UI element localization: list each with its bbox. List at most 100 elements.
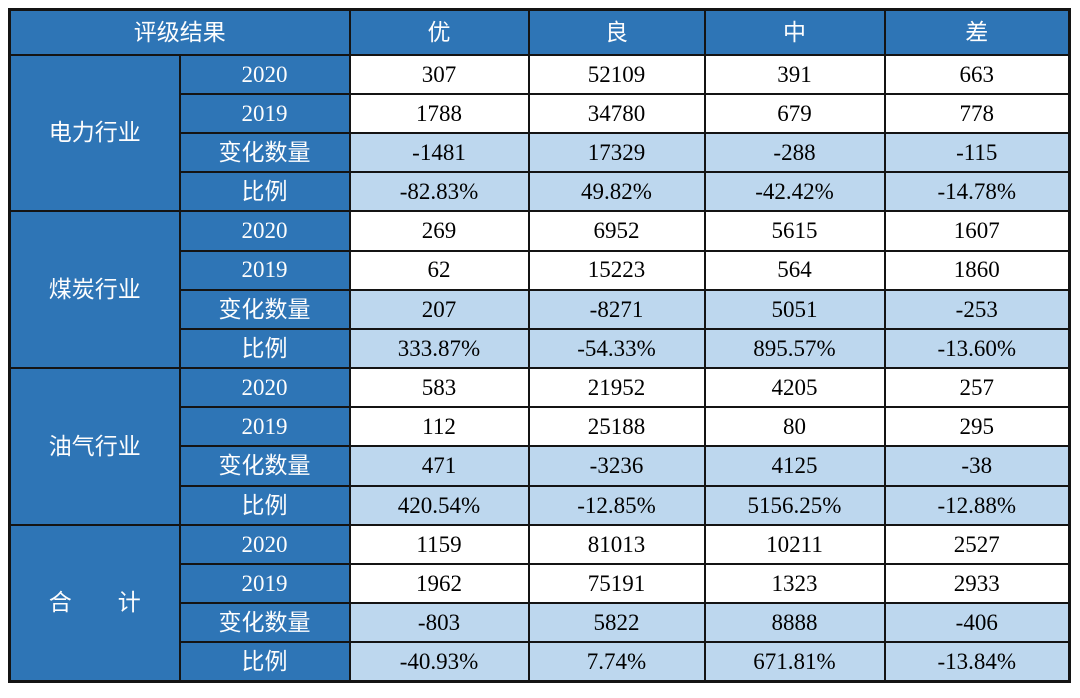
data-cell: 679: [703, 92, 886, 135]
table-row: 2019 112 25188 80 295: [10, 406, 1071, 448]
data-cell: 2933: [883, 562, 1071, 605]
row-label-cell: 变化数量: [178, 288, 351, 330]
data-cell: 671.81%: [703, 641, 886, 683]
data-cell: -13.60%: [883, 327, 1071, 370]
data-cell: -38: [883, 445, 1071, 487]
row-label-cell: 2020: [178, 523, 351, 565]
data-cell: 6952: [527, 210, 706, 252]
data-cell: 1962: [348, 562, 530, 605]
data-cell: 21952: [527, 367, 706, 409]
row-label-cell: 2019: [178, 562, 351, 605]
data-cell: -14.78%: [883, 171, 1071, 213]
row-label-cell: 2019: [178, 249, 351, 291]
data-cell: -13.84%: [883, 641, 1071, 683]
data-cell: -253: [883, 288, 1071, 330]
column-header-good: 良: [527, 8, 706, 56]
row-label-cell: 变化数量: [178, 445, 351, 487]
data-cell: 10211: [703, 523, 886, 565]
row-label-cell: 变化数量: [178, 602, 351, 644]
data-cell: 4205: [703, 367, 886, 409]
data-cell: -82.83%: [348, 171, 530, 213]
data-cell: 49.82%: [527, 171, 706, 213]
data-cell: 295: [883, 406, 1071, 448]
data-cell: 5615: [703, 210, 886, 252]
data-cell: 4125: [703, 445, 886, 487]
data-cell: 333.87%: [348, 327, 530, 370]
data-cell: 17329: [527, 132, 706, 174]
data-cell: 1860: [883, 249, 1071, 291]
data-cell: -54.33%: [527, 327, 706, 370]
rating-results-table: 评级结果 优 良 中 差 电力行业 2020 307 52109 391 663…: [8, 8, 1071, 683]
industry-cell-power: 电力行业: [8, 53, 181, 213]
data-cell: 269: [348, 210, 530, 252]
column-header-poor: 差: [883, 8, 1071, 56]
table-row: 比例 -82.83% 49.82% -42.42% -14.78%: [10, 171, 1071, 213]
row-label-cell: 比例: [178, 327, 351, 370]
data-cell: 564: [703, 249, 886, 291]
data-cell: 75191: [527, 562, 706, 605]
row-label-cell: 比例: [178, 171, 351, 213]
data-cell: -3236: [527, 445, 706, 487]
industry-cell-coal: 煤炭行业: [8, 210, 181, 370]
row-label-cell: 2020: [178, 210, 351, 252]
data-cell: -42.42%: [703, 171, 886, 213]
data-cell: -803: [348, 602, 530, 644]
data-cell: 8888: [703, 602, 886, 644]
data-cell: 112: [348, 406, 530, 448]
row-label-cell: 2019: [178, 92, 351, 135]
data-cell: -115: [883, 132, 1071, 174]
data-cell: 895.57%: [703, 327, 886, 370]
data-cell: 391: [703, 53, 886, 95]
table-row: 比例 -40.93% 7.74% 671.81% -13.84%: [10, 641, 1071, 683]
data-cell: -40.93%: [348, 641, 530, 683]
row-label-cell: 变化数量: [178, 132, 351, 174]
data-cell: 257: [883, 367, 1071, 409]
data-cell: -12.85%: [527, 484, 706, 526]
header-group-label: 评级结果: [8, 8, 351, 56]
data-cell: 1159: [348, 523, 530, 565]
table-row: 2019 62 15223 564 1860: [10, 249, 1071, 291]
row-label-cell: 比例: [178, 484, 351, 526]
data-cell: 1788: [348, 92, 530, 135]
table-row: 油气行业 2020 583 21952 4205 257: [8, 367, 1071, 526]
table-header-row: 评级结果 优 良 中 差: [8, 8, 1071, 56]
data-cell: 2527: [883, 523, 1071, 565]
table-row: 比例 333.87% -54.33% 895.57% -13.60%: [10, 327, 1071, 370]
data-cell: 207: [348, 288, 530, 330]
data-cell: 420.54%: [348, 484, 530, 526]
row-label-cell: 2019: [178, 406, 351, 448]
table-row: 变化数量 207 -8271 5051 -253: [10, 288, 1071, 330]
industry-cell-total: 合 计: [8, 523, 181, 683]
data-cell: 52109: [527, 53, 706, 95]
data-cell: 1607: [883, 210, 1071, 252]
data-cell: 1323: [703, 562, 886, 605]
data-cell: 5051: [703, 288, 886, 330]
data-cell: 778: [883, 92, 1071, 135]
data-cell: 80: [703, 406, 886, 448]
data-cell: 5822: [527, 602, 706, 644]
table-row: 2019 1962 75191 1323 2933: [10, 562, 1071, 605]
table-row: 变化数量 -803 5822 8888 -406: [10, 602, 1071, 644]
table-row: 合 计 2020 1159 81013 10211 2527: [8, 523, 1071, 683]
data-cell: 583: [348, 367, 530, 409]
data-cell: 307: [348, 53, 530, 95]
column-header-excellent: 优: [348, 8, 530, 56]
data-cell: -12.88%: [883, 484, 1071, 526]
table-row: 变化数量 -1481 17329 -288 -115: [10, 132, 1071, 174]
table-row: 2019 1788 34780 679 778: [10, 92, 1071, 135]
data-cell: 62: [348, 249, 530, 291]
data-cell: -406: [883, 602, 1071, 644]
data-cell: 34780: [527, 92, 706, 135]
data-cell: 81013: [527, 523, 706, 565]
data-cell: 5156.25%: [703, 484, 886, 526]
column-header-medium: 中: [703, 8, 886, 56]
row-label-cell: 2020: [178, 367, 351, 409]
data-cell: 663: [883, 53, 1071, 95]
data-cell: -288: [703, 132, 886, 174]
table-row: 变化数量 471 -3236 4125 -38: [10, 445, 1071, 487]
data-cell: 7.74%: [527, 641, 706, 683]
industry-cell-oilgas: 油气行业: [8, 367, 181, 526]
data-cell: 25188: [527, 406, 706, 448]
table-row: 煤炭行业 2020 269 6952 5615 1607: [8, 210, 1071, 370]
